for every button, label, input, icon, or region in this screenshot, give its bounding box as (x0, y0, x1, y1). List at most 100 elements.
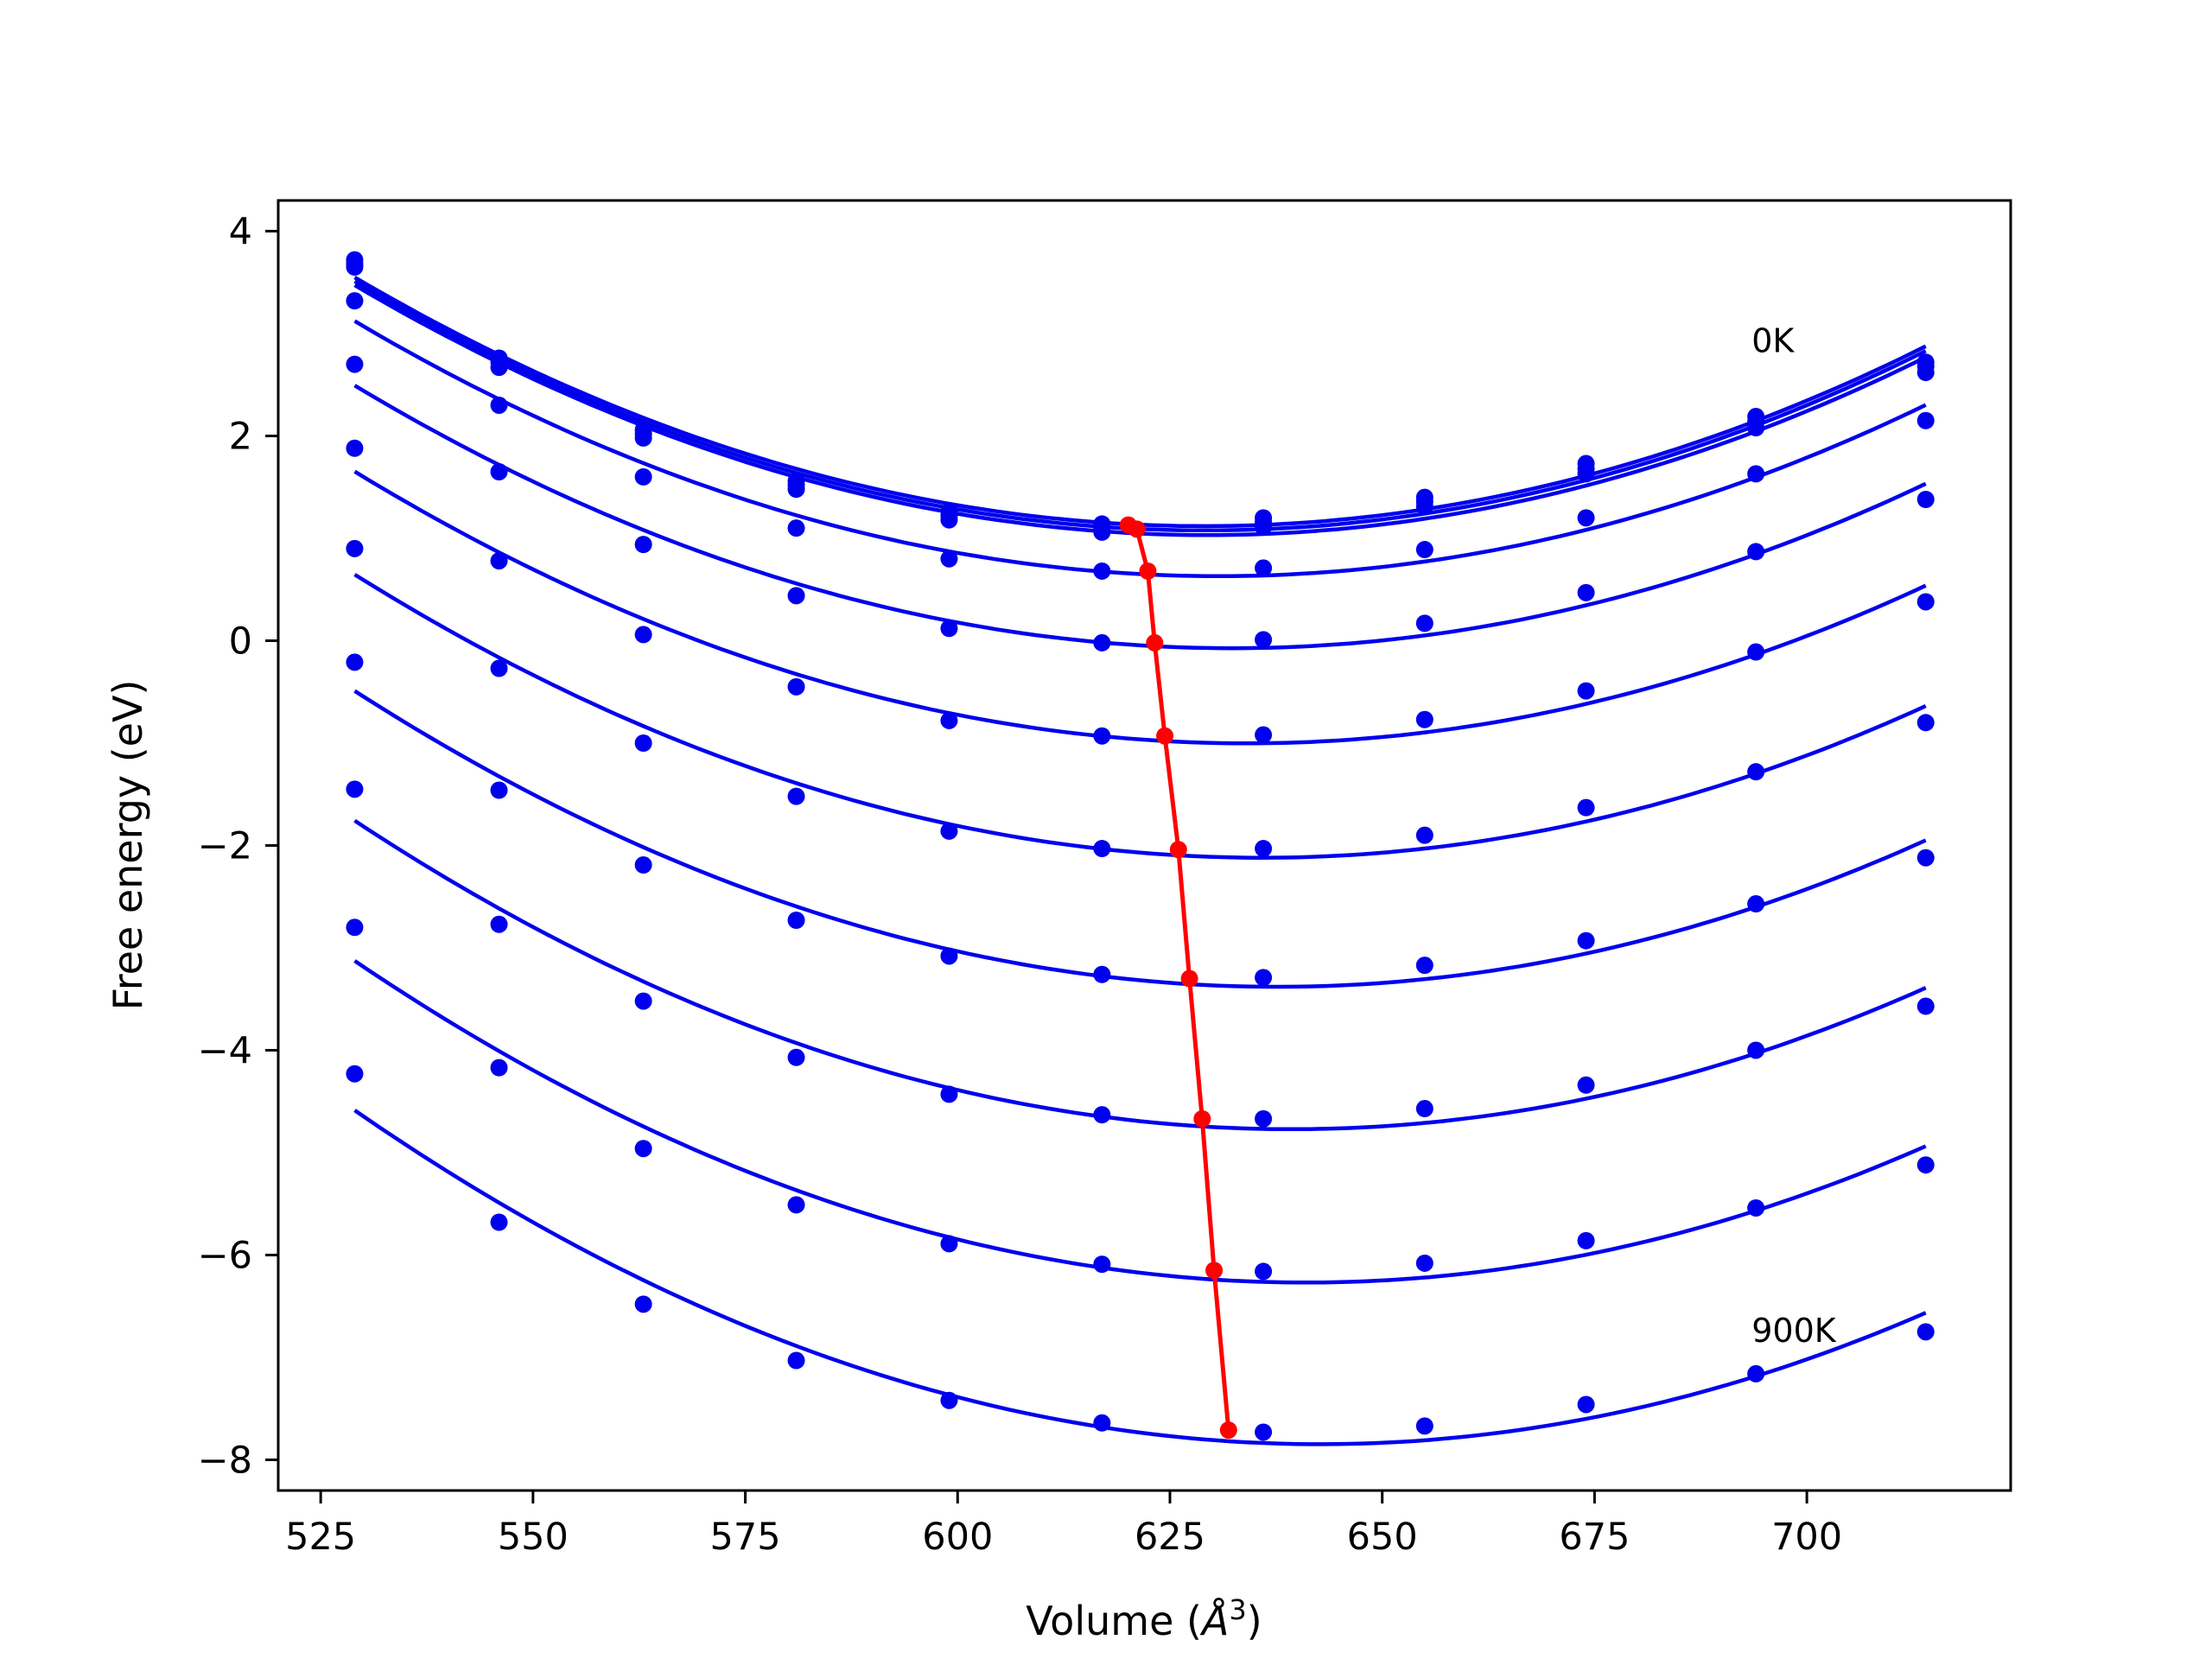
data-point (787, 787, 805, 805)
data-point (1255, 840, 1273, 858)
data-point (1093, 523, 1111, 541)
data-point (346, 439, 364, 457)
data-point (940, 511, 958, 529)
data-point (490, 396, 508, 414)
equilibrium-point (1169, 841, 1187, 859)
data-point (1577, 465, 1595, 483)
data-point (634, 429, 652, 447)
data-point (787, 519, 805, 537)
y-ticks: 4 2 0 −2 −4 −6 −8 (198, 211, 278, 1482)
data-point (1415, 1254, 1433, 1272)
equilibrium-point (1146, 633, 1164, 652)
data-point (1577, 583, 1595, 601)
data-point (1916, 490, 1935, 508)
y-tick-label: −2 (198, 825, 252, 868)
data-point (1747, 895, 1765, 913)
equilibrium-point (1139, 562, 1157, 580)
annotations: 0K 900K (1751, 321, 1837, 1350)
data-point (787, 911, 805, 929)
data-point (1255, 518, 1273, 536)
data-point (1255, 726, 1273, 744)
data-point (490, 552, 508, 570)
data-point (1093, 1106, 1111, 1124)
data-point (940, 620, 958, 638)
data-point (940, 947, 958, 965)
x-tick-label: 700 (1771, 1516, 1842, 1559)
x-tick-label: 600 (922, 1516, 993, 1559)
data-point (940, 550, 958, 568)
data-point (1577, 931, 1595, 950)
equilibrium-point (1128, 520, 1146, 538)
data-point (1093, 727, 1111, 745)
x-tick-label: 650 (1347, 1516, 1418, 1559)
data-point (490, 359, 508, 377)
data-point (346, 539, 364, 557)
data-point (1916, 1323, 1935, 1341)
data-point (490, 781, 508, 799)
data-point (1093, 633, 1111, 652)
data-point (1255, 631, 1273, 649)
data-point (1916, 714, 1935, 732)
series-line-8 (353, 818, 1927, 1132)
data-point (490, 1213, 508, 1231)
y-tick-label: −4 (198, 1029, 252, 1072)
series-line-7 (353, 689, 1927, 989)
data-point (1093, 1414, 1111, 1432)
series-group (346, 251, 1935, 1446)
data-point (1255, 1109, 1273, 1128)
data-point (1415, 826, 1433, 844)
data-point (346, 258, 364, 276)
data-point (1747, 763, 1765, 781)
data-point (787, 677, 805, 696)
equilibrium-point (1219, 1421, 1237, 1440)
data-point (1747, 543, 1765, 561)
data-point (1577, 1395, 1595, 1414)
data-point (940, 1391, 958, 1409)
data-point (490, 1058, 508, 1077)
data-point (634, 1140, 652, 1158)
data-point (1916, 997, 1935, 1015)
data-point (1916, 364, 1935, 382)
data-point (940, 822, 958, 840)
x-ticks: 525 550 575 600 625 650 675 700 (285, 1491, 1842, 1559)
x-tick-label: 575 (710, 1516, 781, 1559)
data-point (346, 1065, 364, 1083)
data-point (634, 467, 652, 486)
data-point (1093, 562, 1111, 580)
data-point (634, 856, 652, 874)
equilibrium-point (1156, 727, 1174, 745)
data-point (1747, 1198, 1765, 1217)
data-point (787, 480, 805, 499)
equilibrium-point (1180, 969, 1198, 988)
data-point (1747, 465, 1765, 483)
data-point (787, 1351, 805, 1370)
data-point (490, 915, 508, 933)
x-tick-label: 525 (285, 1516, 356, 1559)
data-point (787, 1196, 805, 1214)
data-point (634, 992, 652, 1010)
data-point (1415, 710, 1433, 728)
data-point (1916, 411, 1935, 429)
temperature-annotation: 900K (1751, 1312, 1837, 1350)
data-point (346, 653, 364, 671)
data-point (346, 292, 364, 310)
y-tick-label: 4 (229, 211, 252, 254)
data-point (346, 918, 364, 937)
data-point (1577, 1231, 1595, 1249)
y-axis-label: Free energy (eV) (105, 680, 151, 1011)
data-point (940, 711, 958, 729)
x-tick-label: 625 (1135, 1516, 1205, 1559)
data-point (1747, 1364, 1765, 1382)
data-point (940, 1235, 958, 1253)
data-point (634, 626, 652, 644)
y-tick-label: −6 (198, 1234, 252, 1277)
data-point (1255, 559, 1273, 577)
data-point (490, 659, 508, 677)
data-point (346, 780, 364, 798)
data-point (1093, 840, 1111, 858)
data-point (1093, 965, 1111, 983)
data-point (634, 734, 652, 753)
data-point (1415, 1417, 1433, 1435)
data-point (1916, 849, 1935, 867)
